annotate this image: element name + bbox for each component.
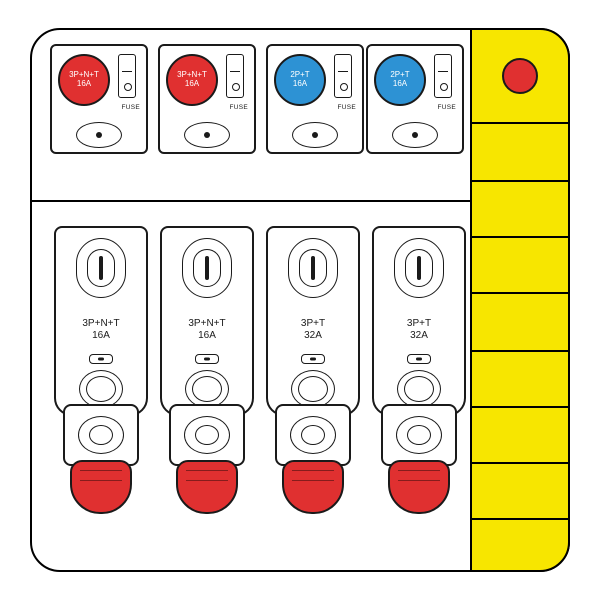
socket-top-4: 2P+T 16A FUSE [366, 44, 464, 154]
lid-hinge [397, 370, 441, 408]
socket-lid [292, 122, 338, 148]
interlock-plug [63, 404, 139, 514]
emergency-stop-button[interactable] [502, 58, 538, 94]
socket-lid [184, 122, 230, 148]
plug-face [381, 404, 457, 466]
breaker-cell [472, 236, 568, 292]
interlock-4: 3P+T 32A [372, 226, 466, 528]
fuse-holder [118, 54, 136, 98]
plug-cap-red [70, 460, 132, 514]
indicator-slot [301, 354, 325, 364]
fuse-label: FUSE [337, 104, 356, 111]
interlock-body: 3P+T 32A [266, 226, 360, 416]
plug-circle-blue: 2P+T 16A [274, 54, 326, 106]
breaker-cell [472, 406, 568, 462]
rating-label: 3P+N+T 16A [162, 318, 252, 342]
rating-label: 3P+T 32A [268, 318, 358, 342]
plug-circle-red: 3P+N+T 16A [58, 54, 110, 106]
lid-hinge [291, 370, 335, 408]
fuse-holder [434, 54, 452, 98]
rotary-switch[interactable] [182, 238, 232, 298]
lid-hinge [79, 370, 123, 408]
lid-hinge [185, 370, 229, 408]
rotary-switch[interactable] [288, 238, 338, 298]
plug-circle-blue: 2P+T 16A [374, 54, 426, 106]
interlock-plug [169, 404, 245, 514]
breaker-cell [472, 462, 568, 518]
interlock-body: 3P+N+T 16A [160, 226, 254, 416]
interlock-plug [381, 404, 457, 514]
plug-cap-red [388, 460, 450, 514]
plug-cap-red [282, 460, 344, 514]
plug-circle-red: 3P+N+T 16A [166, 54, 218, 106]
interlock-3: 3P+T 32A [266, 226, 360, 528]
breaker-cell [472, 350, 568, 406]
socket-lid [392, 122, 438, 148]
fuse-label: FUSE [229, 104, 248, 111]
socket-lid [76, 122, 122, 148]
distribution-panel: 3P+N+T 16A FUSE 3P+N+T 16A FUSE 2P+T 16A… [30, 28, 570, 572]
indicator-slot [89, 354, 113, 364]
plug-label: 3P+N+T 16A [177, 71, 207, 89]
fuse-label: FUSE [121, 104, 140, 111]
breaker-cell [472, 292, 568, 350]
rotary-switch[interactable] [394, 238, 444, 298]
plug-label: 3P+N+T 16A [69, 71, 99, 89]
plug-cap-red [176, 460, 238, 514]
socket-top-2: 3P+N+T 16A FUSE [158, 44, 256, 154]
indicator-slot [407, 354, 431, 364]
control-column-body [472, 30, 568, 570]
plug-face [169, 404, 245, 466]
plug-face [275, 404, 351, 466]
interlock-2: 3P+N+T 16A [160, 226, 254, 528]
rating-label: 3P+T 32A [374, 318, 464, 342]
interlock-plug [275, 404, 351, 514]
control-column [470, 28, 570, 572]
plug-label: 2P+T 16A [290, 71, 309, 89]
fuse-holder [334, 54, 352, 98]
interlock-1: 3P+N+T 16A [54, 226, 148, 528]
fuse-holder [226, 54, 244, 98]
rating-label: 3P+N+T 16A [56, 318, 146, 342]
breaker-cell [472, 180, 568, 236]
canvas: 3P+N+T 16A FUSE 3P+N+T 16A FUSE 2P+T 16A… [0, 0, 600, 600]
breaker-cell [472, 122, 568, 180]
breaker-cell [472, 518, 568, 572]
rotary-switch[interactable] [76, 238, 126, 298]
socket-top-3: 2P+T 16A FUSE [266, 44, 364, 154]
interlock-body: 3P+T 32A [372, 226, 466, 416]
socket-top-1: 3P+N+T 16A FUSE [50, 44, 148, 154]
interlock-body: 3P+N+T 16A [54, 226, 148, 416]
plug-face [63, 404, 139, 466]
fuse-label: FUSE [437, 104, 456, 111]
estop-cell [472, 30, 568, 122]
indicator-slot [195, 354, 219, 364]
plug-label: 2P+T 16A [390, 71, 409, 89]
